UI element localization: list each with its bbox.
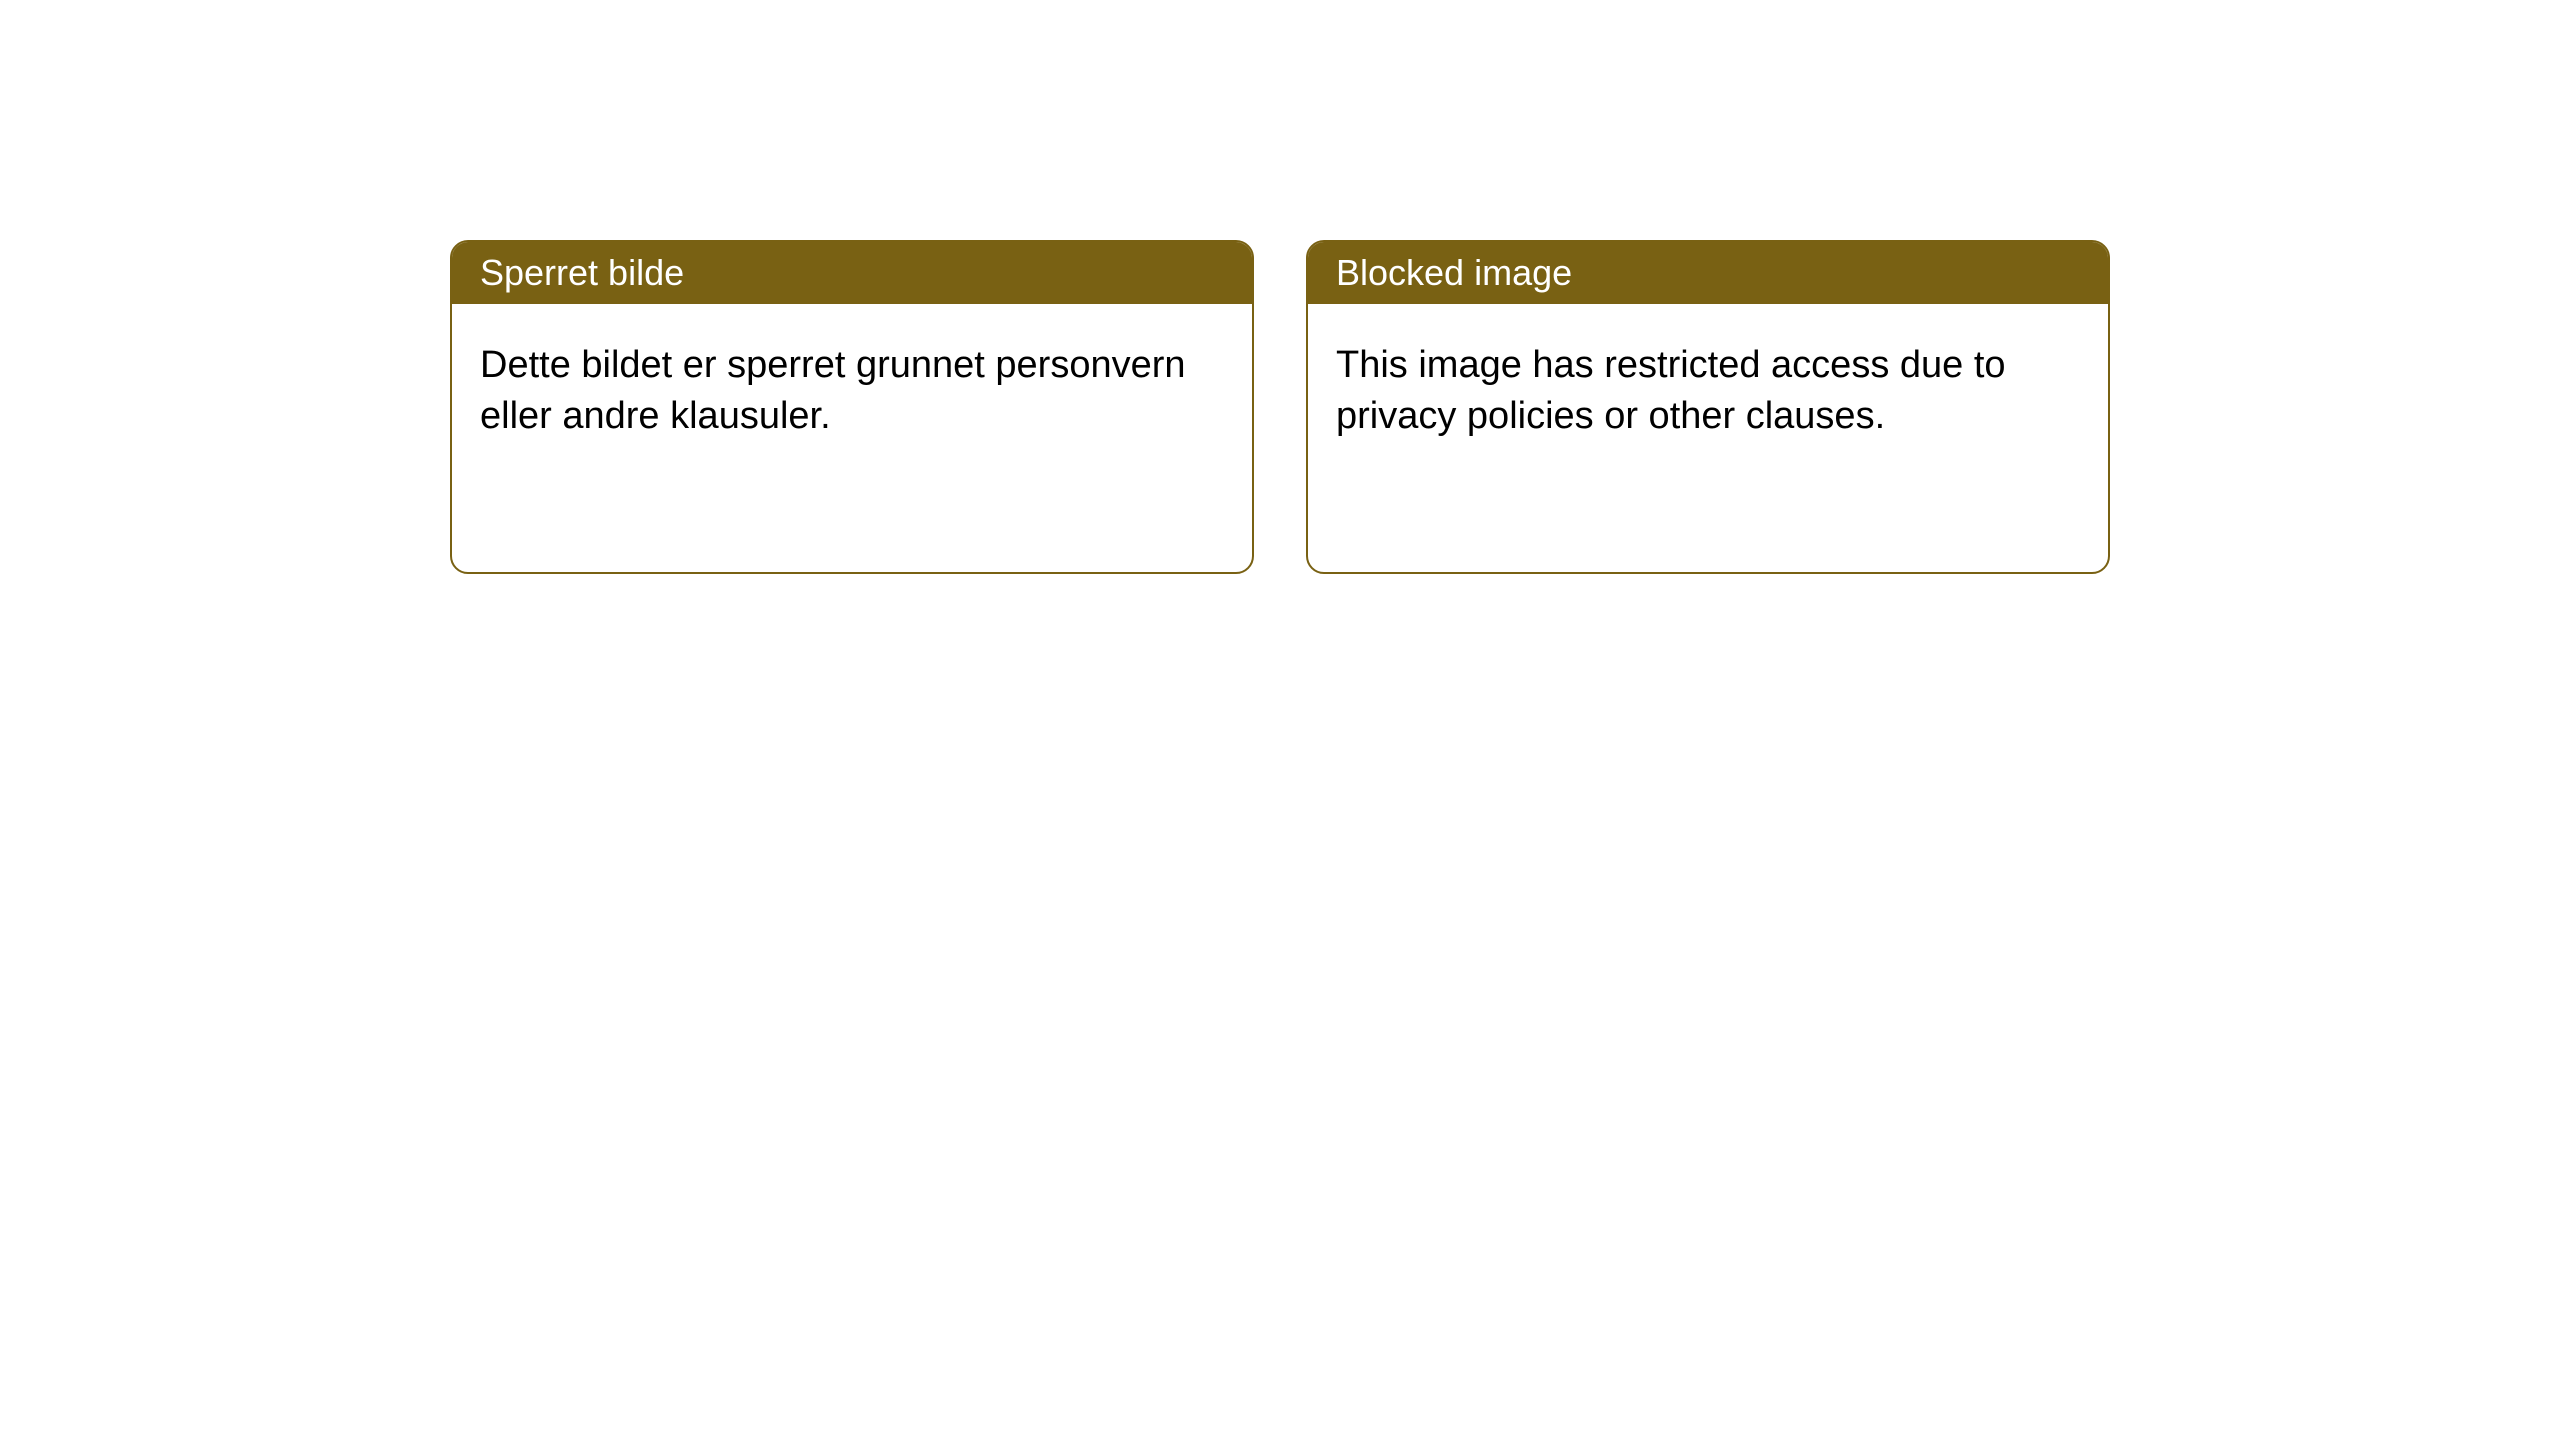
notice-title-english: Blocked image	[1336, 252, 1572, 293]
notice-card-norwegian: Sperret bilde Dette bildet er sperret gr…	[450, 240, 1254, 574]
notice-card-english: Blocked image This image has restricted …	[1306, 240, 2110, 574]
notice-container: Sperret bilde Dette bildet er sperret gr…	[0, 0, 2560, 574]
notice-title-norwegian: Sperret bilde	[480, 252, 684, 293]
notice-text-norwegian: Dette bildet er sperret grunnet personve…	[480, 344, 1186, 437]
notice-header-norwegian: Sperret bilde	[452, 242, 1252, 304]
notice-body-norwegian: Dette bildet er sperret grunnet personve…	[452, 304, 1252, 479]
notice-body-english: This image has restricted access due to …	[1308, 304, 2108, 479]
notice-header-english: Blocked image	[1308, 242, 2108, 304]
notice-text-english: This image has restricted access due to …	[1336, 344, 2006, 437]
